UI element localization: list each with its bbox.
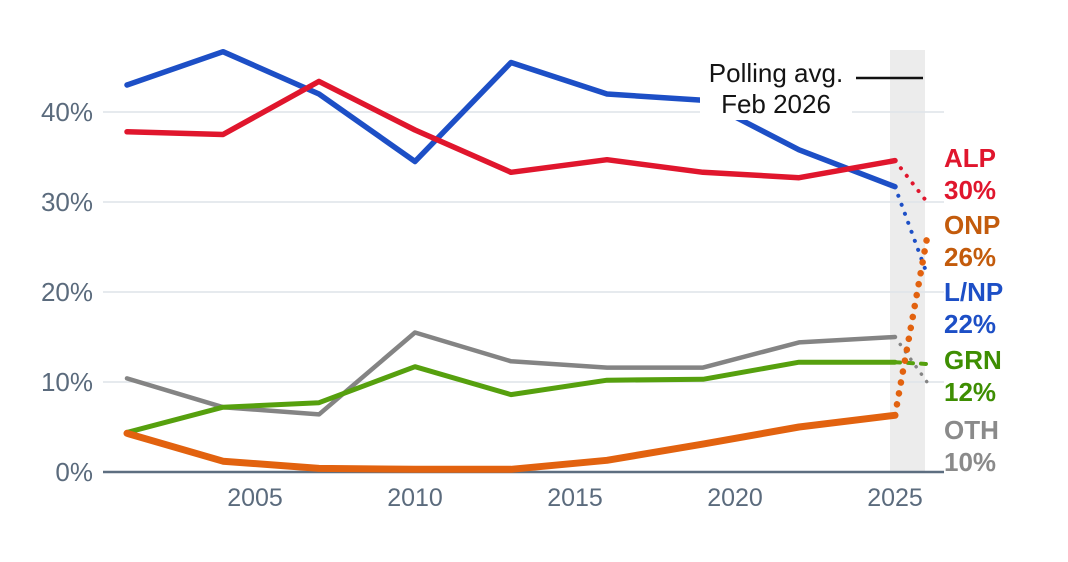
y-tick-40: 40% [41, 97, 93, 127]
onp-line [123, 411, 899, 473]
y-tick-0: 0% [55, 457, 93, 487]
polling-annotation: Polling avg. Feb 2026 [700, 58, 852, 120]
annotation-line2: Feb 2026 [721, 89, 831, 119]
y-tick-20: 20% [41, 277, 93, 307]
alp-line [124, 78, 898, 181]
grn-line [124, 359, 898, 435]
x-tick-2025: 2025 [867, 484, 923, 512]
oth-projection-line [893, 335, 929, 384]
y-tick-10: 10% [41, 367, 93, 397]
x-tick-2015: 2015 [547, 484, 603, 512]
y-tick-30: 30% [41, 187, 93, 217]
x-tick-2005: 2005 [227, 484, 283, 512]
annotation-line1: Polling avg. [708, 58, 844, 88]
lnp-line [124, 48, 898, 190]
grn-projection-line [893, 360, 929, 366]
alp-projection-line [893, 158, 929, 204]
x-tick-2020: 2020 [707, 484, 763, 512]
x-tick-2010: 2010 [387, 484, 443, 512]
oth-line [124, 330, 898, 417]
onp-projection-line [891, 234, 931, 419]
